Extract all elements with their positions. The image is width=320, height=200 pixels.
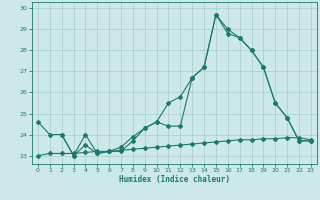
X-axis label: Humidex (Indice chaleur): Humidex (Indice chaleur) [119, 175, 230, 184]
